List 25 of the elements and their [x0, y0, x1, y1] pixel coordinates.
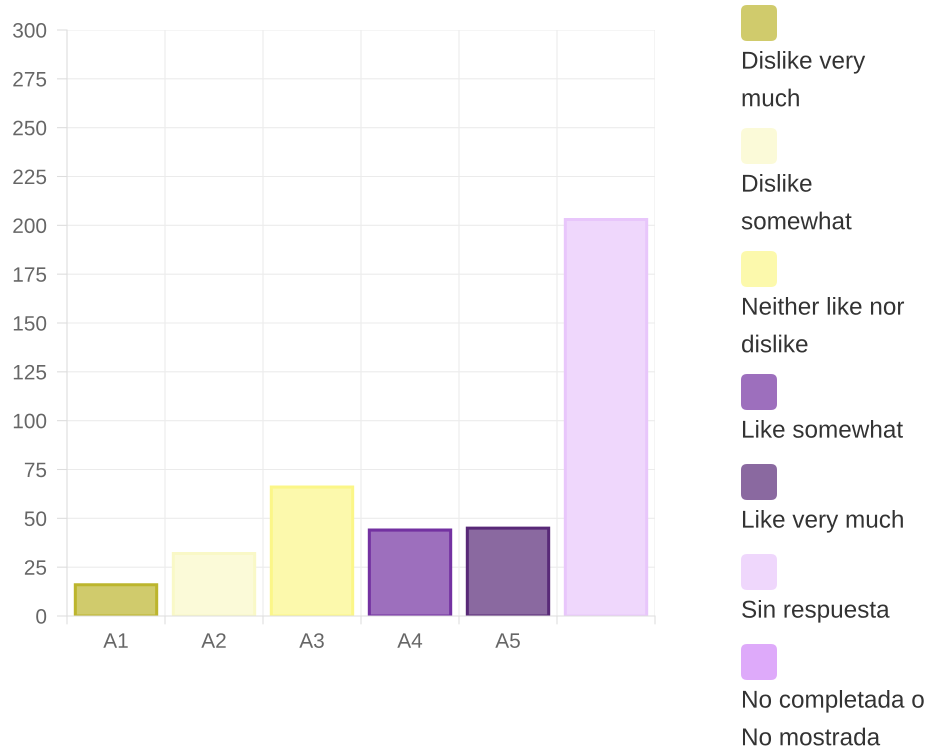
y-tick-label: 175: [14, 267, 46, 282]
y-tick-label: 275: [13, 72, 46, 87]
x-tick-label: A4: [397, 633, 422, 648]
legend-label: Like very much: [742, 510, 903, 533]
y-tick-label: 100: [14, 414, 46, 428]
x-tick-label: A5: [495, 633, 520, 648]
legend-label: Dislike somewhat: [742, 174, 852, 230]
y-tick-label: 50: [24, 511, 46, 526]
y-tick-label: 150: [14, 316, 46, 331]
x-tick-label: A2: [201, 633, 226, 648]
y-tick-label: 0: [36, 609, 46, 624]
y-tick-label: 125: [14, 364, 46, 380]
y-tick-label: 225: [13, 170, 46, 184]
x-tick-label: A3: [299, 633, 324, 648]
legend-label: Sin respuesta: [742, 600, 890, 623]
y-tick-label: 25: [24, 560, 46, 575]
y-tick-label: 200: [13, 218, 46, 234]
x-tick-label: A1: [103, 633, 128, 648]
legend-label: Neither like nor dislike: [742, 297, 904, 352]
legend-label: Dislike very much: [742, 51, 866, 106]
legend-label: Like somewhat: [742, 420, 903, 438]
y-tick-label: 75: [24, 462, 46, 478]
y-tick-label: 250: [13, 120, 46, 136]
y-tick-label: 300: [13, 23, 46, 38]
legend-label: No completada o No mostrada: [742, 690, 924, 746]
